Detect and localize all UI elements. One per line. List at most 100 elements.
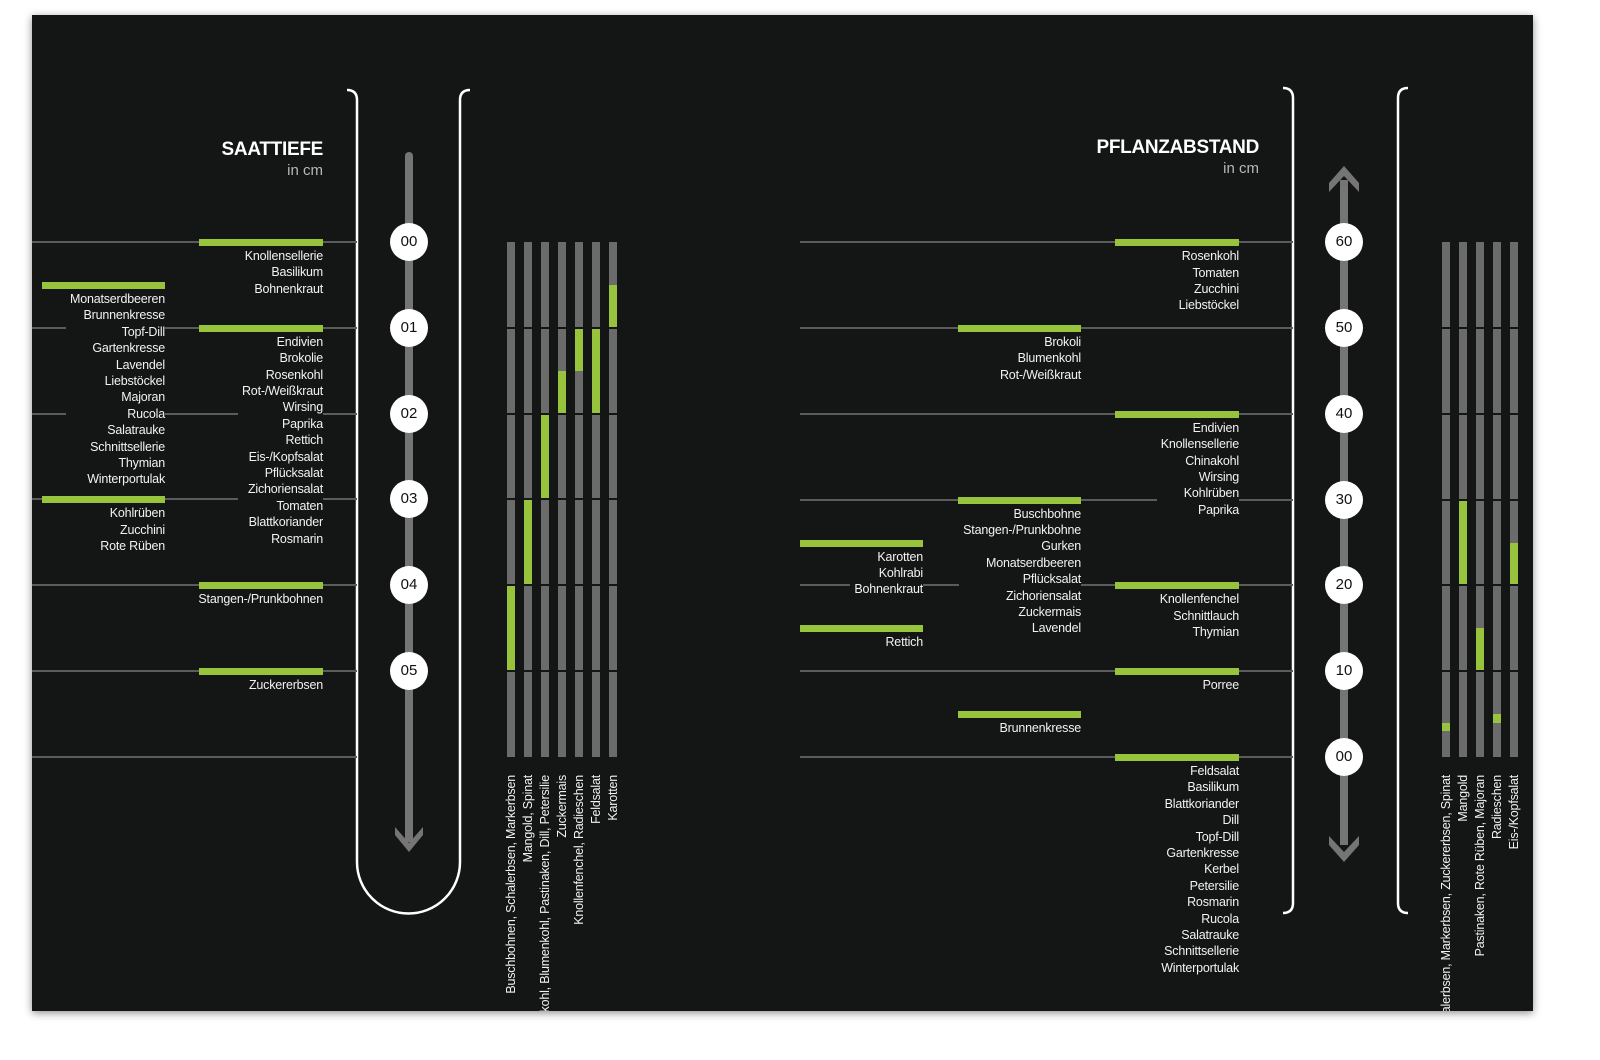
range-bar-divider (507, 498, 515, 501)
range-bar-fill (592, 327, 600, 414)
plant-name: Bohnenkraut (254, 280, 323, 298)
plant-name: Basilikum (271, 264, 323, 281)
range-bar-divider (541, 412, 549, 415)
range-bar-divider (1476, 327, 1484, 329)
plant-name: Thymian (118, 454, 165, 472)
arrow-down-icon (395, 827, 423, 852)
range-bar-divider (575, 498, 583, 501)
range-bar-divider (1459, 327, 1467, 329)
range-bar-divider (1459, 584, 1467, 587)
spacing-group-marker (1115, 582, 1239, 590)
plant-name: Thymian (1192, 624, 1239, 641)
arrow-up-icon (1329, 166, 1359, 192)
depth-group-marker (199, 324, 323, 332)
plant-name: Endivien (276, 333, 323, 351)
range-bar-fill (1510, 542, 1518, 586)
plant-name: Eis-/Kopfsalat (248, 448, 323, 466)
plant-name: Stangen-/Prunkbohnen (198, 591, 323, 608)
spacing-group-marker (800, 539, 923, 547)
range-bar-divider (1442, 498, 1450, 501)
plant-name: Topf-Dill (121, 323, 165, 341)
plant-name: Blattkoriander (1164, 795, 1239, 813)
spacing-group-marker (1115, 410, 1239, 418)
spacing-tick-20: 20 (1325, 566, 1363, 605)
range-bar-divider (609, 670, 617, 672)
range-bar-divider (1476, 584, 1484, 587)
depth-tick-00: 00 (390, 223, 428, 261)
tick-line (32, 670, 357, 672)
plant-list: Endivien Knollensellerie Chinakohl Wirsing K… (1156, 419, 1239, 519)
range-bar-divider (1459, 670, 1467, 673)
plant-name: Salatrauke (1181, 927, 1239, 944)
plant-name: Wirsing (1198, 469, 1239, 486)
depth-group-marker (42, 281, 165, 289)
plant-name: Schnittsellerie (1164, 943, 1239, 960)
range-bar-label: Mangold (1456, 775, 1470, 822)
range-bar-divider (592, 670, 600, 672)
tick-line (32, 326, 357, 329)
plant-name: Rosenkohl (265, 366, 323, 384)
spacing-group-marker (1115, 754, 1239, 761)
depth-tick-03: 03 (390, 480, 428, 519)
plant-list: Buschbohne Stangen-/Prunkbohne Gurken Monat… (959, 505, 1081, 637)
plant-name: Rot-/Weißkraut (241, 383, 323, 400)
plant-name: Rot-/Weißkraut (999, 366, 1081, 384)
plant-list: Knollensellerie Basilikum Bohnenkraut (240, 248, 323, 298)
spacing-tick-00: 00 (1325, 738, 1363, 776)
tick-line (800, 670, 1293, 673)
range-bar-fill (609, 284, 617, 328)
range-bar-label: Radieschen (1490, 775, 1504, 840)
spacing-group-marker (958, 496, 1081, 504)
spacing-tick-40: 40 (1325, 394, 1363, 433)
range-bar-fill (1476, 628, 1484, 672)
plant-name: Rosmarin (1187, 894, 1239, 911)
plant-name: Rosenkohl (1181, 248, 1239, 265)
plant-name: Brokolie (279, 350, 323, 367)
plant-list: Karotten Kohlrabi Bohnenkraut (850, 548, 923, 598)
range-bar-divider (507, 670, 515, 672)
range-bar-divider (592, 584, 600, 587)
arrow-down-icon (1329, 836, 1359, 862)
range-bar-label: kohl, Blumenkohl, Pastinaken, Dill, Pete… (538, 775, 552, 1011)
depth-tick-01: 01 (390, 308, 428, 347)
plant-list: Endivien Brokolie Rosenkohl Rot-/Weißkraut W… (237, 333, 323, 548)
plant-name: Wirsing (282, 399, 323, 416)
plant-name: Rote Rüben (100, 538, 165, 555)
range-bar-divider (558, 584, 566, 587)
plant-name: Liebstöckel (104, 372, 165, 390)
plant-name: Buschbohne (1013, 505, 1081, 522)
range-bar-divider (524, 584, 532, 587)
tick-line (800, 756, 1293, 758)
plant-name: Kohlrüben (1183, 485, 1239, 502)
range-bar-divider (575, 584, 583, 587)
plant-name: Salatrauke (107, 422, 165, 439)
plant-name: Topf-Dill (1195, 828, 1239, 846)
plant-list: Knollenfenchel Schnittlauch Thymian (1155, 591, 1239, 641)
depth-tick-05: 05 (390, 652, 428, 690)
pflanzabstand-bracket-left (1396, 86, 1409, 915)
range-bar-fill (558, 370, 566, 414)
plant-name: Knollenfenchel (1159, 591, 1239, 608)
range-bar-divider (558, 670, 566, 672)
plant-name: Paprika (282, 415, 323, 433)
range-bar-divider (575, 412, 583, 415)
plant-name: Winterportulak (87, 471, 165, 488)
plant-name: Knollensellerie (244, 248, 323, 265)
range-bar-divider (1493, 327, 1501, 329)
plant-name: Zichoriensalat (247, 481, 323, 498)
range-bar-divider (1493, 584, 1501, 587)
range-bar-fill (524, 499, 532, 586)
range-bar-divider (1442, 412, 1450, 415)
tick-line (32, 241, 357, 243)
range-bar-divider (609, 412, 617, 415)
tick-line (32, 412, 357, 415)
range-bar-divider (507, 326, 515, 329)
infographic-panel: SAATTIEFE in cm PFLANZABSTAND in cm 00 01… (32, 15, 1533, 1011)
plant-name: Tomaten (276, 497, 323, 515)
spacing-tick-50: 50 (1325, 309, 1363, 347)
range-bar-divider (1493, 670, 1501, 673)
range-bar-divider (524, 326, 532, 329)
plant-name: Chinakohl (1185, 452, 1239, 470)
plant-name: Gurken (1041, 538, 1081, 555)
range-bar-divider (558, 498, 566, 501)
